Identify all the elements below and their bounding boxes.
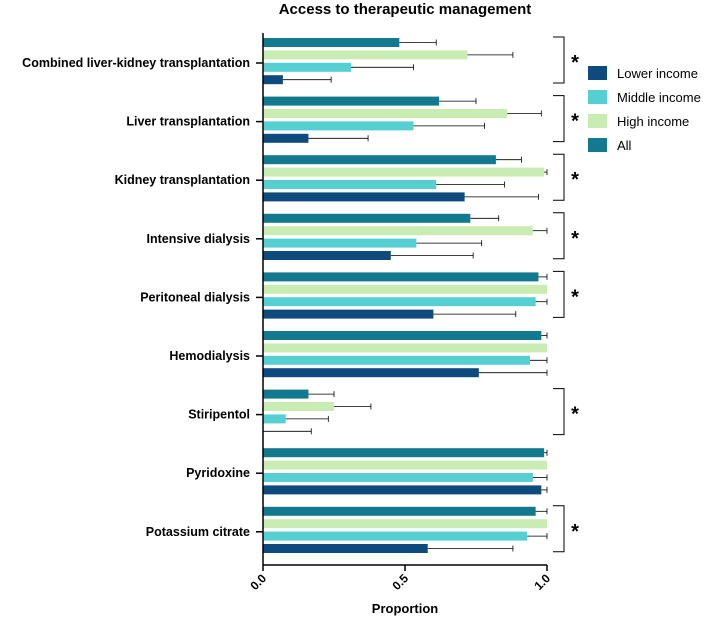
significance-bracket: [553, 388, 565, 436]
bar-intensive-dialysis-lower-income: [263, 251, 391, 260]
bar-peritoneal-dialysis-middle-income: [263, 297, 536, 307]
significance-bracket: [553, 505, 565, 553]
x-tick-label: 0.0: [247, 571, 269, 593]
significance-bracket: [553, 95, 565, 143]
bar-liver-transplantation-lower-income: [263, 133, 309, 143]
bar-pyridoxine-all: [263, 448, 545, 458]
legend-label-middle-income: Middle income: [617, 90, 701, 105]
significance-star: *: [571, 111, 579, 133]
bar-peritoneal-dialysis-high-income: [263, 284, 547, 294]
bar-potassium-citrate-lower-income: [263, 544, 428, 553]
category-label: Kidney transplantation: [115, 173, 250, 187]
bar-peritoneal-dialysis-lower-income: [263, 309, 434, 319]
bar-combined-liver-kidney-transplantation-lower-income: [263, 75, 283, 85]
bar-intensive-dialysis-all: [263, 213, 471, 223]
bar-peritoneal-dialysis-all: [263, 272, 539, 282]
legend-label-high-income: High income: [617, 114, 689, 129]
bar-pyridoxine-high-income: [263, 460, 547, 470]
bar-combined-liver-kidney-transplantation-all: [263, 38, 400, 47]
bar-potassium-citrate-middle-income: [263, 531, 528, 541]
category-label: Hemodialysis: [169, 349, 250, 363]
plot-area: Combined liver-kidney transplantation * Li…: [22, 33, 579, 593]
bar-pyridoxine-middle-income: [263, 473, 533, 482]
bar-combined-liver-kidney-transplantation-middle-income: [263, 62, 352, 72]
x-tick-label: 1.0: [531, 571, 553, 593]
category-label: Combined liver-kidney transplantation: [22, 56, 250, 70]
significance-star: *: [571, 404, 579, 426]
bar-hemodialysis-all: [263, 331, 542, 340]
significance-bracket: [553, 212, 565, 260]
bar-pyridoxine-lower-income: [263, 485, 542, 495]
legend-swatch-high-income: [588, 114, 607, 128]
legend-label-lower-income: Lower income: [617, 66, 698, 81]
bar-kidney-transplantation-lower-income: [263, 192, 465, 202]
bar-liver-transplantation-middle-income: [263, 121, 414, 131]
bar-hemodialysis-lower-income: [263, 368, 479, 378]
significance-bracket: [553, 270, 565, 318]
bar-intensive-dialysis-high-income: [263, 226, 533, 236]
bar-liver-transplantation-high-income: [263, 109, 508, 118]
bar-kidney-transplantation-middle-income: [263, 180, 437, 189]
bar-intensive-dialysis-middle-income: [263, 238, 417, 248]
category-label: Stiripentol: [188, 408, 250, 422]
category-label: Potassium citrate: [146, 525, 250, 539]
significance-bracket: [553, 36, 565, 84]
bar-stiripentol-all: [263, 389, 309, 399]
bar-liver-transplantation-all: [263, 96, 440, 106]
category-label: Peritoneal dialysis: [140, 290, 250, 304]
significance-star: *: [571, 228, 579, 250]
significance-star: *: [571, 286, 579, 308]
bar-stiripentol-high-income: [263, 402, 334, 411]
legend-label-all: All: [617, 138, 632, 153]
bar-stiripentol-middle-income: [263, 414, 286, 424]
legend: Lower income Middle income High income All: [588, 66, 701, 153]
bar-kidney-transplantation-high-income: [263, 167, 545, 177]
bar-hemodialysis-high-income: [263, 343, 547, 353]
category-label: Intensive dialysis: [146, 232, 250, 246]
significance-star: *: [571, 169, 579, 191]
bar-combined-liver-kidney-transplantation-high-income: [263, 50, 468, 60]
significance-bracket: [553, 153, 565, 201]
category-label: Liver transplantation: [126, 115, 250, 129]
bar-potassium-citrate-all: [263, 506, 536, 516]
chart-title: Access to therapeutic management: [279, 1, 532, 18]
legend-swatch-all: [588, 138, 607, 152]
significance-star: *: [571, 521, 579, 543]
bar-kidney-transplantation-all: [263, 155, 496, 165]
bar-hemodialysis-middle-income: [263, 355, 530, 365]
legend-swatch-lower-income: [588, 66, 607, 80]
x-axis-title: Proportion: [372, 601, 438, 616]
x-tick-label: 0.5: [389, 571, 411, 593]
legend-swatch-middle-income: [588, 90, 607, 104]
bar-potassium-citrate-high-income: [263, 519, 547, 529]
significance-star: *: [571, 52, 579, 74]
category-label: Pyridoxine: [186, 466, 250, 480]
